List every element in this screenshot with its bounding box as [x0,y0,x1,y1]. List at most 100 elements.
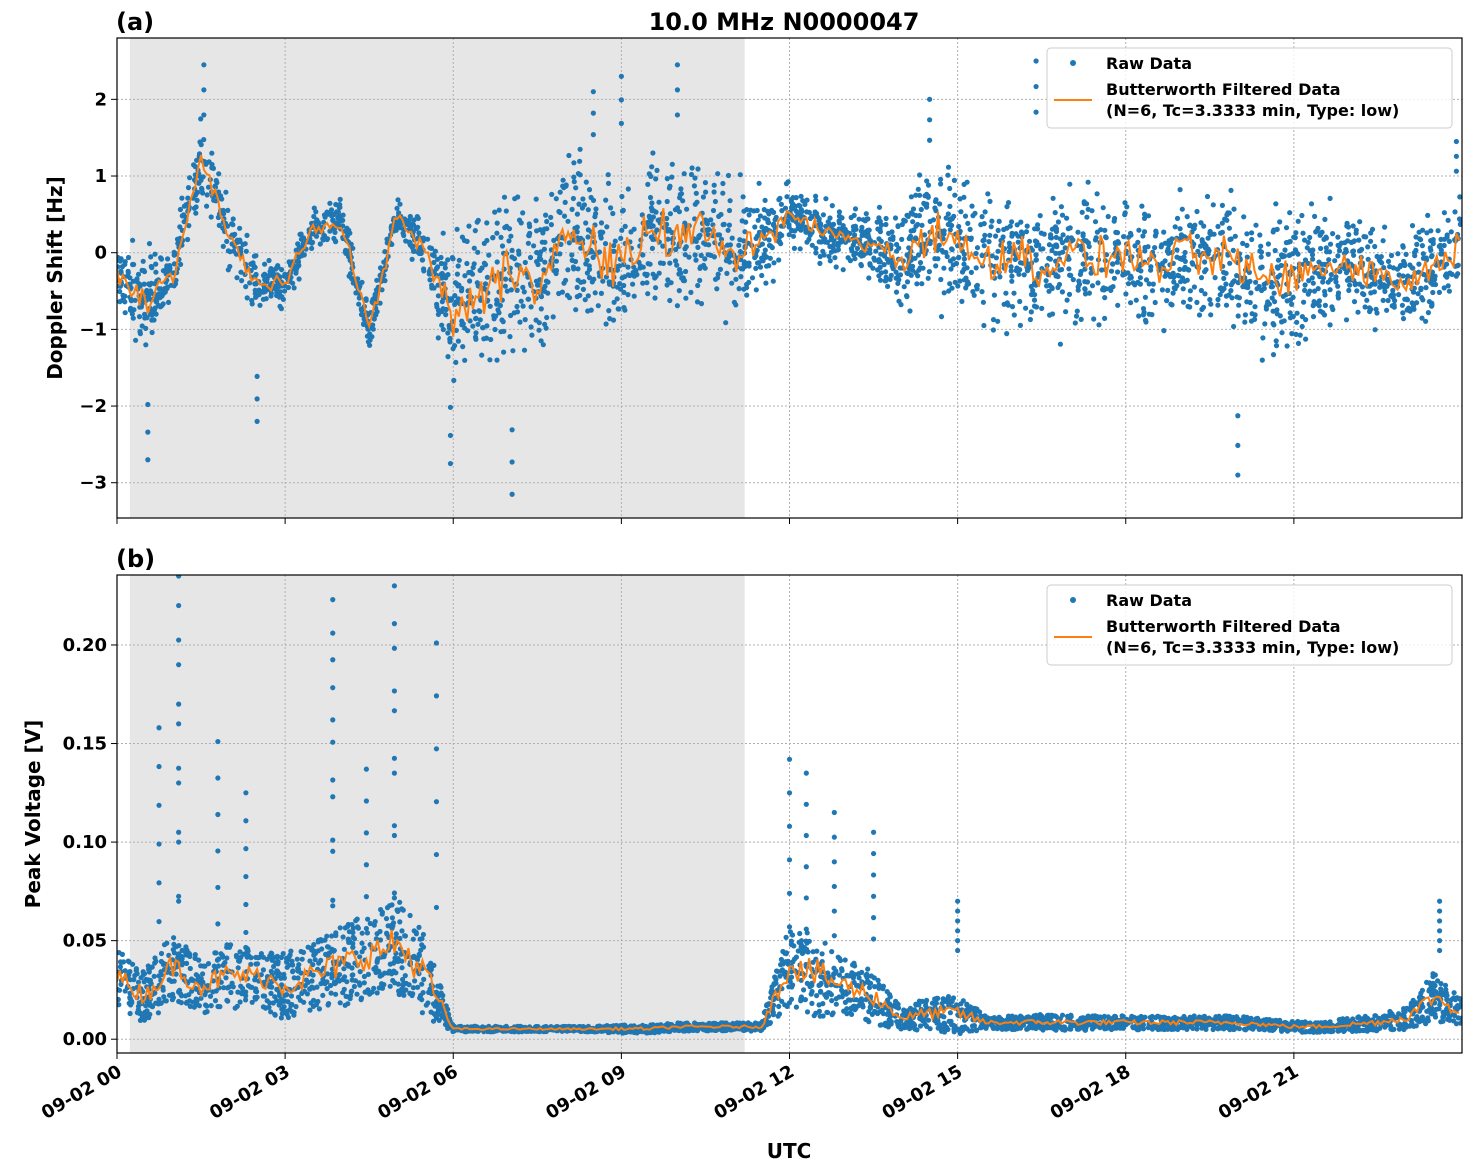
raw-point [539,294,544,299]
raw-point [987,233,992,238]
raw-point [467,278,472,283]
raw-point [566,153,571,158]
raw-point [1083,291,1088,296]
raw-point [1300,324,1305,329]
raw-point [747,263,752,268]
raw-point [951,256,956,261]
raw-point [693,202,698,207]
raw-point [1271,227,1276,232]
raw-point [268,991,273,996]
raw-point [282,274,287,279]
raw-point [838,215,843,220]
raw-point [1259,254,1264,259]
raw-point [604,321,609,326]
raw-point [415,225,420,230]
raw-point [678,186,683,191]
raw-point [839,988,844,993]
raw-point [1011,291,1016,296]
raw-point [591,89,596,94]
raw-point [1235,413,1240,418]
raw-point [603,198,608,203]
raw-point [644,273,649,278]
raw-point [1153,300,1158,305]
raw-point [1023,306,1028,311]
raw-point [148,254,153,259]
raw-point [1051,196,1056,201]
raw-point [858,262,863,267]
raw-point [484,238,489,243]
raw-point [1044,283,1049,288]
raw-point [919,223,924,228]
raw-point [1293,230,1298,235]
raw-point [650,246,655,251]
raw-point [1058,236,1063,241]
raw-point [317,1006,322,1011]
raw-point [1355,310,1360,315]
raw-point [697,278,702,283]
raw-point [445,257,450,262]
raw-point [913,270,918,275]
raw-point [904,294,909,299]
raw-point [1454,139,1459,144]
raw-point [1089,271,1094,276]
raw-point [1352,299,1357,304]
raw-point [877,205,882,210]
raw-point [1436,228,1441,233]
raw-point [451,378,456,383]
raw-point [456,263,461,268]
raw-point [831,243,836,248]
raw-point [1262,286,1267,291]
raw-point [364,296,369,301]
raw-point [645,291,650,296]
raw-point [938,177,943,182]
raw-point [1328,242,1333,247]
raw-point [701,194,706,199]
raw-point [813,209,818,214]
raw-point [913,193,918,198]
raw-point [1303,282,1308,287]
raw-point [1389,253,1394,258]
raw-point [494,358,499,363]
raw-point [1307,235,1312,240]
raw-point [268,293,273,298]
raw-point [1038,213,1043,218]
raw-point [683,252,688,257]
raw-point [804,198,809,203]
raw-point [121,298,126,303]
raw-point [1420,243,1425,248]
raw-point [529,304,534,309]
raw-point [536,328,541,333]
raw-point [809,214,814,219]
raw-point [724,258,729,263]
raw-point [331,212,336,217]
raw-point [738,274,743,279]
raw-point [1245,285,1250,290]
raw-point [526,233,531,238]
raw-point [1255,286,1260,291]
raw-point [1374,310,1379,315]
raw-point [222,960,227,965]
raw-point [1078,272,1083,277]
raw-point [1333,276,1338,281]
raw-point [455,227,460,232]
raw-point [1065,298,1070,303]
raw-point [357,954,362,959]
raw-point [157,295,162,300]
raw-point [675,87,680,92]
raw-point [992,293,997,298]
raw-point [1175,216,1180,221]
raw-point [1115,303,1120,308]
raw-point [932,256,937,261]
raw-point [1326,257,1331,262]
raw-point [1185,214,1190,219]
raw-point [1400,310,1405,315]
raw-point [1322,312,1327,317]
raw-point [1018,323,1023,328]
raw-point [465,328,470,333]
raw-point [1418,287,1423,292]
raw-point [1416,262,1421,267]
raw-point [627,273,632,278]
raw-point [1437,290,1442,295]
raw-point [1328,322,1333,327]
